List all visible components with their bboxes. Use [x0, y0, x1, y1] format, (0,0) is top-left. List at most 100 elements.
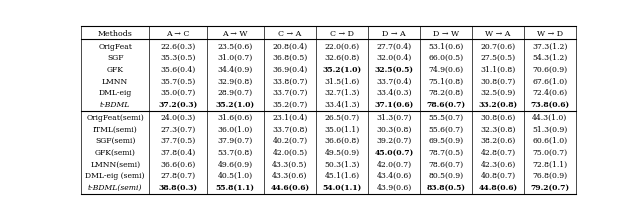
- Text: 32.9(0.8): 32.9(0.8): [218, 78, 253, 86]
- Text: 74.9(0.6): 74.9(0.6): [428, 66, 463, 74]
- Text: W → A: W → A: [485, 30, 511, 38]
- Text: 33.8(0.7): 33.8(0.7): [272, 78, 308, 86]
- Text: 26.5(0.7): 26.5(0.7): [324, 114, 360, 122]
- Text: 34.4(0.9): 34.4(0.9): [218, 66, 253, 74]
- Text: 55.8(1.1): 55.8(1.1): [216, 184, 255, 192]
- Text: 33.7(0.7): 33.7(0.7): [272, 89, 308, 97]
- Text: D → A: D → A: [382, 30, 406, 38]
- Text: 23.1(0.4): 23.1(0.4): [272, 114, 307, 122]
- Text: 37.2(0.3): 37.2(0.3): [158, 101, 198, 109]
- Text: 51.3(0.9): 51.3(0.9): [532, 126, 568, 134]
- Text: GFK: GFK: [107, 66, 124, 74]
- Text: 38.8(0.3): 38.8(0.3): [158, 184, 198, 192]
- Text: 35.7(0.5): 35.7(0.5): [161, 78, 196, 86]
- Text: 43.3(0.5): 43.3(0.5): [272, 160, 308, 169]
- Text: 72.8(1.1): 72.8(1.1): [532, 160, 567, 169]
- Text: 42.0(0.7): 42.0(0.7): [376, 160, 412, 169]
- Text: 30.3(0.8): 30.3(0.8): [376, 126, 412, 134]
- Text: 75.0(0.7): 75.0(0.7): [532, 149, 567, 157]
- Text: SGF(semi): SGF(semi): [95, 137, 135, 145]
- Text: 42.8(0.7): 42.8(0.7): [481, 149, 516, 157]
- Text: 33.7(0.8): 33.7(0.8): [272, 126, 308, 134]
- Text: 78.6(0.7): 78.6(0.7): [428, 160, 463, 169]
- Text: 36.8(0.5): 36.8(0.5): [272, 54, 307, 62]
- Text: 32.3(0.8): 32.3(0.8): [480, 126, 516, 134]
- Text: 32.0(0.4): 32.0(0.4): [376, 54, 412, 62]
- Text: 36.6(0.6): 36.6(0.6): [161, 160, 196, 169]
- Text: 49.5(0.9): 49.5(0.9): [324, 149, 360, 157]
- Text: OrigFeat(semi): OrigFeat(semi): [86, 114, 144, 122]
- Text: LMNN(semi): LMNN(semi): [90, 160, 140, 169]
- Text: C → D: C → D: [330, 30, 354, 38]
- Text: 38.2(0.6): 38.2(0.6): [481, 137, 516, 145]
- Text: 20.8(0.4): 20.8(0.4): [273, 43, 307, 51]
- Text: 53.7(0.8): 53.7(0.8): [218, 149, 253, 157]
- Text: 73.8(0.6): 73.8(0.6): [530, 101, 570, 109]
- Text: 78.7(0.5): 78.7(0.5): [428, 149, 463, 157]
- Text: GFK(semi): GFK(semi): [95, 149, 136, 157]
- Text: 79.2(0.7): 79.2(0.7): [530, 184, 570, 192]
- Text: 36.0(1.0): 36.0(1.0): [218, 126, 253, 134]
- Text: 60.6(1.0): 60.6(1.0): [532, 137, 567, 145]
- Text: 43.3(0.6): 43.3(0.6): [272, 172, 308, 180]
- Text: 33.7(0.4): 33.7(0.4): [376, 78, 412, 86]
- Text: 37.7(0.5): 37.7(0.5): [161, 137, 196, 145]
- Text: 42.0(0.5): 42.0(0.5): [273, 149, 307, 157]
- Text: 54.3(1.2): 54.3(1.2): [532, 54, 568, 62]
- Text: 27.5(0.5): 27.5(0.5): [481, 54, 516, 62]
- Text: 35.6(0.4): 35.6(0.4): [161, 66, 196, 74]
- Text: 28.9(0.7): 28.9(0.7): [218, 89, 253, 97]
- Text: 33.4(1.3): 33.4(1.3): [324, 101, 360, 109]
- Text: 76.8(0.9): 76.8(0.9): [532, 172, 567, 180]
- Text: 55.6(0.7): 55.6(0.7): [428, 126, 463, 134]
- Text: 37.3(1.2): 37.3(1.2): [532, 43, 568, 51]
- Text: 55.5(0.7): 55.5(0.7): [428, 114, 463, 122]
- Text: 45.0(0.7): 45.0(0.7): [374, 149, 413, 157]
- Text: 36.9(0.4): 36.9(0.4): [272, 66, 307, 74]
- Text: 35.0(0.7): 35.0(0.7): [161, 89, 196, 97]
- Text: 27.3(0.7): 27.3(0.7): [161, 126, 196, 134]
- Text: DML-eig: DML-eig: [99, 89, 132, 97]
- Text: 31.3(0.7): 31.3(0.7): [376, 114, 412, 122]
- Text: 78.2(0.8): 78.2(0.8): [428, 89, 463, 97]
- Text: 30.8(0.6): 30.8(0.6): [481, 114, 516, 122]
- Text: 31.5(1.6): 31.5(1.6): [324, 78, 360, 86]
- Text: 22.6(0.3): 22.6(0.3): [161, 43, 196, 51]
- Text: 44.3(1.0): 44.3(1.0): [532, 114, 568, 122]
- Text: W → D: W → D: [537, 30, 563, 38]
- Text: 72.4(0.6): 72.4(0.6): [532, 89, 567, 97]
- Text: 27.8(0.7): 27.8(0.7): [161, 172, 195, 180]
- Text: 32.7(1.3): 32.7(1.3): [324, 89, 360, 97]
- Text: 45.1(1.6): 45.1(1.6): [324, 172, 360, 180]
- Text: 30.8(0.7): 30.8(0.7): [481, 78, 516, 86]
- Text: 40.8(0.7): 40.8(0.7): [481, 172, 516, 180]
- Text: 35.3(0.5): 35.3(0.5): [160, 54, 196, 62]
- Text: 31.1(0.8): 31.1(0.8): [481, 66, 516, 74]
- Text: 32.6(0.8): 32.6(0.8): [324, 54, 360, 62]
- Text: t-BDML(semi): t-BDML(semi): [88, 184, 143, 192]
- Text: 22.0(0.6): 22.0(0.6): [324, 43, 360, 51]
- Text: 66.0(0.5): 66.0(0.5): [428, 54, 463, 62]
- Text: 43.4(0.6): 43.4(0.6): [376, 172, 412, 180]
- Text: 23.5(0.6): 23.5(0.6): [218, 43, 253, 51]
- Text: 36.6(0.8): 36.6(0.8): [324, 137, 360, 145]
- Text: 70.6(0.9): 70.6(0.9): [532, 66, 567, 74]
- Text: 43.9(0.6): 43.9(0.6): [376, 184, 412, 192]
- Text: 44.6(0.6): 44.6(0.6): [270, 184, 310, 192]
- Text: 35.2(1.0): 35.2(1.0): [216, 101, 255, 109]
- Text: 31.0(0.7): 31.0(0.7): [218, 54, 253, 62]
- Text: 35.0(1.1): 35.0(1.1): [324, 126, 360, 134]
- Text: 33.4(0.3): 33.4(0.3): [376, 89, 412, 97]
- Text: A → W: A → W: [223, 30, 248, 38]
- Text: 39.2(0.7): 39.2(0.7): [376, 137, 412, 145]
- Text: 31.6(0.6): 31.6(0.6): [218, 114, 253, 122]
- Text: 32.5(0.5): 32.5(0.5): [374, 66, 413, 74]
- Text: DML-eig (semi): DML-eig (semi): [85, 172, 145, 180]
- Text: 32.5(0.9): 32.5(0.9): [481, 89, 516, 97]
- Text: 78.6(0.7): 78.6(0.7): [426, 101, 465, 109]
- Text: C → A: C → A: [278, 30, 301, 38]
- Text: D → W: D → W: [433, 30, 459, 38]
- Text: 67.6(1.0): 67.6(1.0): [532, 78, 567, 86]
- Text: 37.1(0.6): 37.1(0.6): [374, 101, 413, 109]
- Text: ITML(semi): ITML(semi): [93, 126, 138, 134]
